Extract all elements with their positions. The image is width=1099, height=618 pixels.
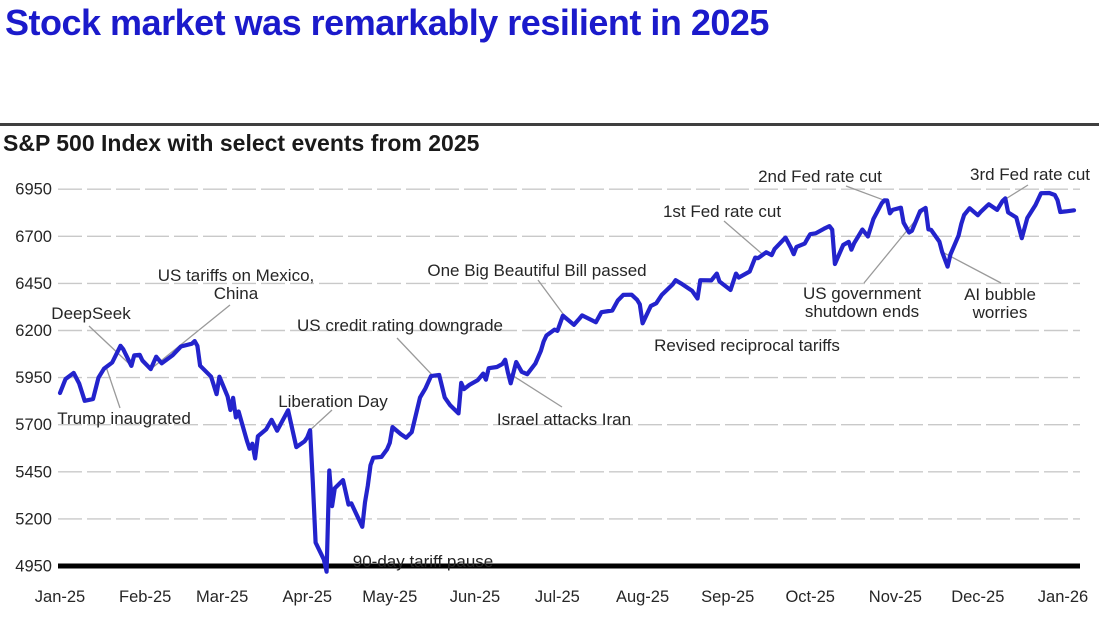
y-axis-tick-label: 5950 <box>15 369 52 387</box>
annotation-text-line: 2nd Fed rate cut <box>758 167 882 186</box>
x-axis-tick-label: May-25 <box>362 588 417 606</box>
title-divider <box>0 123 1099 126</box>
y-axis-tick-label: 6700 <box>15 228 52 246</box>
annotation-text-line: 1st Fed rate cut <box>662 202 782 221</box>
annotation-us-government-shutdown-ends: US government shutdown ends <box>803 285 921 320</box>
annotation-deepseek: DeepSeek <box>51 305 130 323</box>
y-axis-tick-label: 6950 <box>15 181 52 199</box>
leader-line-us-tariffs-mexico-china <box>150 304 231 370</box>
x-axis-tick-label: Apr-25 <box>283 588 333 606</box>
annotation-text-line: US government <box>802 284 922 303</box>
y-axis-tick-label: 6450 <box>15 275 52 293</box>
x-axis-tick-label: Aug-25 <box>616 588 669 606</box>
leader-line-us-credit-rating-downgrade <box>396 337 435 378</box>
x-axis-tick-label: Nov-25 <box>869 588 922 606</box>
y-axis-tick-label: 5450 <box>15 463 52 481</box>
x-axis-tick-label: Feb-25 <box>119 588 171 606</box>
chart-title: S&P 500 Index with select events from 20… <box>3 130 480 156</box>
page-title: Stock market was remarkably resilient in… <box>5 2 769 43</box>
annotation-fed-rate-cut-2: 2nd Fed rate cut <box>758 168 882 186</box>
leader-line-israel-attacks-iran <box>507 371 563 408</box>
annotation-text-line: China <box>213 283 259 303</box>
annotation-us-credit-rating-downgrade: US credit rating downgrade <box>297 317 503 335</box>
annotation-text-line: US credit rating downgrade <box>296 316 504 335</box>
x-axis-tick-label: Dec-25 <box>951 588 1004 606</box>
y-axis-tick-label: 5700 <box>15 416 52 434</box>
annotation-text-line: DeepSeek <box>51 304 131 323</box>
annotation-us-tariffs-mexico-china: US tariffs on Mexico, China <box>158 267 315 302</box>
annotation-text-line: Liberation Day <box>278 392 388 411</box>
annotation-90-day-tariff-pause: 90-day tariff pause <box>353 553 494 571</box>
annotation-text-line: shutdown ends <box>804 301 920 321</box>
annotation-fed-rate-cut-1: 1st Fed rate cut <box>663 203 781 221</box>
annotation-fed-rate-cut-3: 3rd Fed rate cut <box>970 166 1090 184</box>
x-axis-tick-label: Jan-26 <box>1038 588 1088 606</box>
annotation-text-line: Israel attacks Iran <box>496 410 632 429</box>
y-axis-tick-label: 5200 <box>15 510 52 528</box>
leader-line-fed-rate-cut-1 <box>723 220 764 256</box>
annotation-text-line: 90-day tariff pause <box>352 552 494 571</box>
leader-line-liberation-day <box>309 409 333 431</box>
annotation-text-line: US tariffs on Mexico, <box>157 266 315 285</box>
annotation-liberation-day: Liberation Day <box>278 393 388 411</box>
x-axis-tick-label: Sep-25 <box>701 588 754 606</box>
annotation-text-line: One Big Beautiful Bill passed <box>427 261 647 280</box>
annotation-ai-bubble-worries: AI bubble worries <box>964 286 1036 321</box>
annotation-text-line: Trump inaugrated <box>57 409 191 428</box>
x-axis-tick-label: Jan-25 <box>35 588 85 606</box>
annotation-trump-inaugurated: Trump inaugrated <box>57 410 191 428</box>
annotation-text-line: Revised reciprocal tariffs <box>654 336 840 355</box>
annotation-one-big-beautiful-bill: One Big Beautiful Bill passed <box>427 262 646 280</box>
annotation-text-line: worries <box>972 302 1028 322</box>
sp500-price-line <box>57 190 1077 574</box>
y-axis-tick-label: 4950 <box>15 558 52 576</box>
x-axis-tick-label: Jul-25 <box>535 588 580 606</box>
annotation-text-line: 3rd Fed rate cut <box>969 165 1091 184</box>
y-axis-tick-label: 6200 <box>15 322 52 340</box>
annotation-israel-attacks-iran: Israel attacks Iran <box>497 411 631 429</box>
annotation-text-line: AI bubble <box>964 285 1036 304</box>
annotation-revised-reciprocal-tariffs: Revised reciprocal tariffs <box>654 337 840 355</box>
leader-line-deepseek <box>88 325 132 367</box>
x-axis-tick-label: Jun-25 <box>450 588 500 606</box>
leader-line-trump-inaugurated <box>106 368 121 409</box>
x-axis-tick-label: Mar-25 <box>196 588 248 606</box>
x-axis-tick-label: Oct-25 <box>785 588 835 606</box>
leader-line-fed-rate-cut-2 <box>845 185 885 201</box>
